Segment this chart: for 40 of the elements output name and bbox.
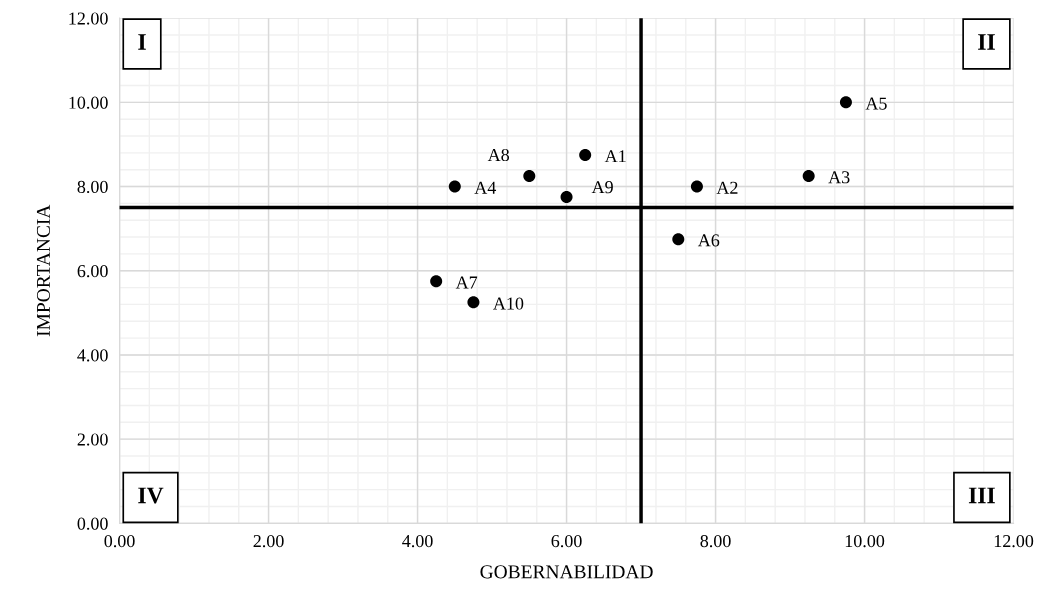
annotation: A3 (828, 171, 850, 184)
annotation: I (138, 34, 146, 50)
point (802, 170, 815, 183)
annotation: II (978, 34, 995, 50)
point (467, 296, 480, 309)
x-tick-label: 8.00 (700, 534, 731, 548)
point (672, 233, 685, 246)
point (448, 180, 461, 193)
y-tick-label: 6.00 (77, 264, 108, 278)
y-axis-title: IMPORTANCIA (36, 204, 50, 337)
y-tick-label: 4.00 (77, 349, 108, 362)
y-tick-label: 8.00 (77, 180, 108, 194)
annotation: A7 (455, 276, 478, 289)
annotation: A1 (604, 150, 626, 163)
x-axis-title: GOBERNABILIDAD (480, 565, 653, 579)
point (839, 96, 852, 109)
annotation: A4 (474, 181, 497, 194)
x-tick-label: 0.00 (104, 534, 135, 548)
y-tick-label: 12.00 (69, 12, 108, 25)
x-tick-label: 4.00 (402, 534, 433, 548)
annotation: A2 (716, 181, 738, 194)
x-tick-label: 12.00 (994, 534, 1034, 548)
point (690, 180, 703, 193)
point (579, 148, 592, 161)
annotation: A8 (487, 148, 510, 162)
annotation: IV (138, 487, 164, 504)
y-tick-label: 10.00 (69, 96, 108, 109)
annotation: A6 (697, 234, 720, 247)
annotation: III (968, 487, 995, 504)
point (560, 191, 573, 204)
point (430, 275, 443, 288)
y-tick-label: 0.00 (77, 517, 108, 530)
x-tick-label: 2.00 (253, 534, 284, 548)
y-tick-label: 2.00 (77, 433, 108, 446)
annotation: A9 (591, 181, 613, 194)
x-tick-label: 6.00 (551, 534, 582, 548)
annotation: A10 (493, 297, 524, 310)
x-tick-label: 10.00 (845, 534, 885, 548)
annotation: A5 (865, 97, 887, 110)
point (523, 170, 536, 183)
